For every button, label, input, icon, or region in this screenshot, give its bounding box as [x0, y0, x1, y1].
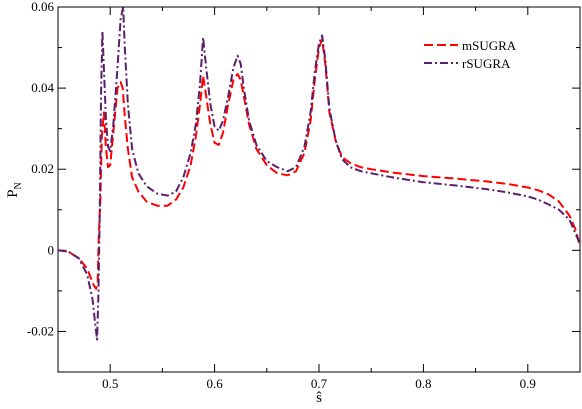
y-tick-label: 0.06 — [31, 0, 54, 14]
series-layer — [57, 6, 581, 341]
x-tick-label: 0.7 — [311, 376, 328, 391]
x-axis-title: ŝ — [316, 390, 322, 406]
series-line-msugra — [57, 38, 581, 290]
y-axis-title-subscript: N — [13, 182, 24, 189]
y-tick-label: -0.02 — [27, 323, 54, 338]
x-tick-label: 0.5 — [102, 376, 118, 391]
x-axis-ticks: 0.5 0.6 0.7 0.8 0.9 — [57, 7, 581, 391]
x-tick-label: 0.9 — [520, 376, 536, 391]
x-tick-label: 0.8 — [415, 376, 431, 391]
legend: mSUGRA rSUGRA — [424, 38, 517, 71]
y-axis-ticks: -0.02 0 0.02 0.04 0.06 — [27, 0, 580, 373]
series-line-rsugra — [57, 6, 581, 341]
y-tick-label: 0.04 — [31, 80, 54, 95]
y-axis-title-main: P — [5, 189, 21, 197]
y-tick-label: 0 — [48, 242, 55, 257]
y-axis-title: PN — [5, 182, 24, 198]
legend-label-rsugra: rSUGRA — [462, 56, 511, 71]
y-tick-label: 0.02 — [31, 161, 54, 176]
legend-label-msugra: mSUGRA — [462, 38, 517, 53]
x-tick-label: 0.6 — [206, 376, 223, 391]
